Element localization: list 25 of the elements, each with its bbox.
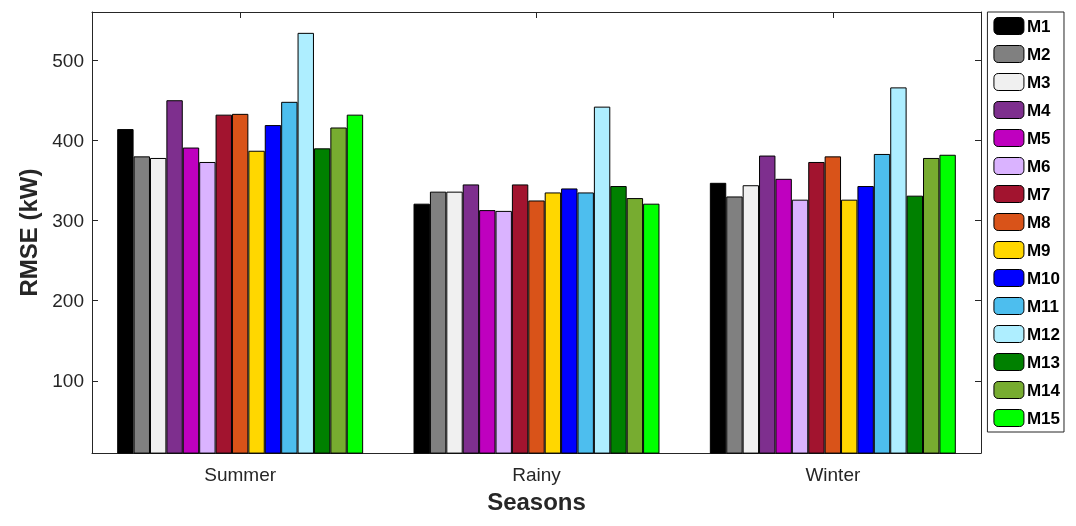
- y-tick-label: 300: [52, 210, 84, 232]
- y-tick-label: 400: [52, 129, 84, 151]
- legend-label: M14: [1026, 380, 1061, 400]
- legend-label: M10: [1026, 268, 1061, 288]
- legend-label: M13: [1026, 352, 1061, 372]
- y-tick-label: 100: [52, 370, 84, 392]
- legend-label: M3: [1026, 72, 1051, 92]
- x-tick-label: Summer: [204, 464, 277, 486]
- y-tick-label: 200: [52, 290, 84, 312]
- legend-label: M7: [1026, 184, 1051, 204]
- legend-label: M12: [1026, 324, 1061, 344]
- legend-label: M4: [1026, 100, 1052, 120]
- y-axis-title: RMSE (kW): [14, 168, 42, 297]
- x-axis-title: Seasons: [487, 487, 586, 515]
- legend-label: M1: [1026, 16, 1051, 36]
- legend-label: M5: [1026, 128, 1051, 148]
- legend-label: M8: [1026, 212, 1051, 232]
- legend-label: M15: [1026, 408, 1061, 428]
- x-tick-label: Rainy: [512, 464, 562, 486]
- legend-label: M9: [1026, 240, 1051, 260]
- y-tick-label: 500: [52, 49, 84, 71]
- legend-label: M6: [1026, 156, 1051, 176]
- legend-label: M11: [1026, 296, 1060, 316]
- legend-label: M2: [1026, 44, 1051, 64]
- x-tick-label: Winter: [805, 464, 861, 486]
